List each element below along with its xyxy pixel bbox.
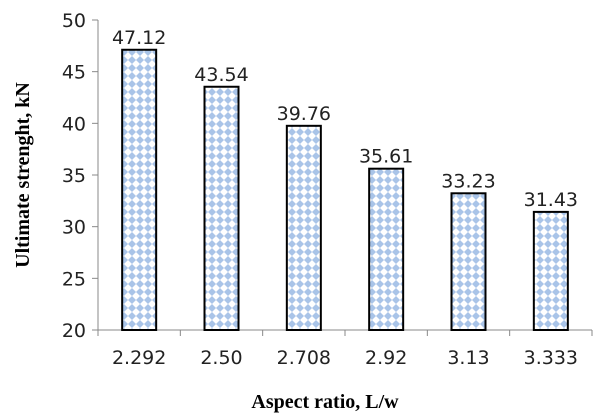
y-tick-label: 25 bbox=[62, 268, 86, 290]
bar bbox=[532, 210, 569, 331]
y-axis-title: Ultimate strenght, kN bbox=[12, 82, 34, 268]
x-tick-label: 2.292 bbox=[112, 347, 166, 369]
x-tick-label: 3.13 bbox=[447, 347, 489, 369]
x-tick-label: 3.333 bbox=[524, 347, 578, 369]
y-tick-label: 35 bbox=[62, 165, 86, 187]
data-label: 31.43 bbox=[524, 189, 578, 211]
x-tick-label: 2.92 bbox=[365, 347, 407, 369]
y-axis: 20 25 30 35 40 45 50 bbox=[62, 10, 99, 342]
y-tick-label: 50 bbox=[62, 10, 86, 32]
bar bbox=[368, 167, 405, 331]
bar bbox=[121, 48, 158, 331]
y-tick-label: 40 bbox=[62, 113, 86, 135]
x-tick-label: 2.50 bbox=[200, 347, 242, 369]
y-tick-label: 20 bbox=[62, 320, 86, 342]
bar bbox=[203, 85, 240, 332]
data-labels: 47.12 43.54 39.76 35.61 33.23 31.43 bbox=[112, 27, 578, 211]
data-label: 33.23 bbox=[441, 170, 495, 192]
y-tick-label: 45 bbox=[62, 62, 86, 84]
data-label: 47.12 bbox=[112, 27, 166, 49]
bar bbox=[285, 124, 322, 331]
x-axis-title: Aspect ratio, L/w bbox=[251, 391, 399, 413]
y-tick-label: 30 bbox=[62, 217, 86, 239]
data-label: 43.54 bbox=[194, 64, 248, 86]
bars bbox=[121, 48, 569, 332]
data-label: 39.76 bbox=[277, 103, 331, 125]
bar bbox=[450, 192, 487, 331]
x-axis: 2.292 2.50 2.708 2.92 3.13 3.333 bbox=[97, 329, 593, 369]
x-tick-label: 2.708 bbox=[277, 347, 331, 369]
data-label: 35.61 bbox=[359, 146, 413, 168]
